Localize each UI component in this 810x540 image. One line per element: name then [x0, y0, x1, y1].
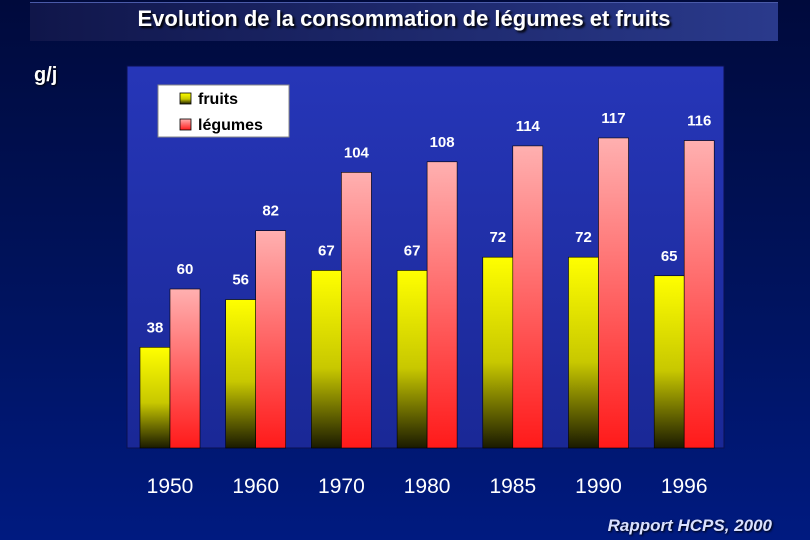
- bar-fruits-1996: [653, 275, 685, 449]
- bar-legumes-1980: [426, 161, 458, 449]
- legend: fruits légumes: [157, 84, 290, 138]
- value-label-legumes-1960: 82: [262, 203, 279, 220]
- value-label-legumes-1996: 116: [687, 113, 711, 130]
- bar-legumes-1960: [255, 230, 286, 449]
- x-tick-label-1970: 1970: [318, 475, 365, 498]
- bar-fruits-1980: [396, 270, 428, 449]
- bar-fruits-1985: [482, 256, 514, 449]
- bar-legumes-1950: [169, 288, 201, 449]
- x-tick-label-1990: 1990: [575, 475, 622, 498]
- x-tick-label-1950: 1950: [147, 475, 194, 498]
- value-label-fruits-1985: 72: [489, 229, 506, 246]
- bar-fruits-1990: [568, 256, 599, 449]
- value-label-fruits-1990: 72: [575, 229, 592, 246]
- bar-legumes-1990: [598, 137, 629, 449]
- legend-swatch-fruits: [179, 92, 192, 105]
- value-label-legumes-1990: 117: [601, 110, 625, 127]
- value-label-legumes-1970: 104: [344, 144, 370, 161]
- title-banner: [30, 2, 778, 41]
- bar-legumes-1996: [683, 140, 715, 449]
- x-tick-label-1996: 1996: [661, 475, 708, 498]
- value-label-legumes-1985: 114: [516, 118, 541, 135]
- bar-fruits-1960: [225, 299, 256, 449]
- legend-label-legumes: légumes: [198, 117, 263, 134]
- bar-legumes-1985: [512, 145, 544, 449]
- value-label-fruits-1996: 65: [661, 248, 678, 265]
- page-title: Evolution de la consommation de légumes …: [137, 6, 671, 31]
- value-label-fruits-1960: 56: [232, 272, 249, 289]
- legend-label-fruits: fruits: [198, 91, 238, 108]
- x-tick-label-1960: 1960: [232, 475, 279, 498]
- legend-swatch-legumes: [179, 118, 192, 131]
- value-label-legumes-1950: 60: [177, 261, 194, 278]
- bar-fruits-1950: [139, 346, 171, 449]
- value-label-fruits-1970: 67: [318, 242, 335, 259]
- bar-legumes-1970: [341, 172, 372, 449]
- bar-fruits-1970: [311, 270, 342, 449]
- value-label-legumes-1980: 108: [430, 134, 455, 151]
- y-unit-label: g/j: [34, 64, 58, 86]
- source-note: Rapport HCPS, 2000: [607, 516, 772, 535]
- x-tick-label-1985: 1985: [489, 475, 536, 498]
- value-label-fruits-1980: 67: [404, 242, 421, 259]
- x-tick-label-1980: 1980: [404, 475, 451, 498]
- value-label-fruits-1950: 38: [147, 319, 164, 336]
